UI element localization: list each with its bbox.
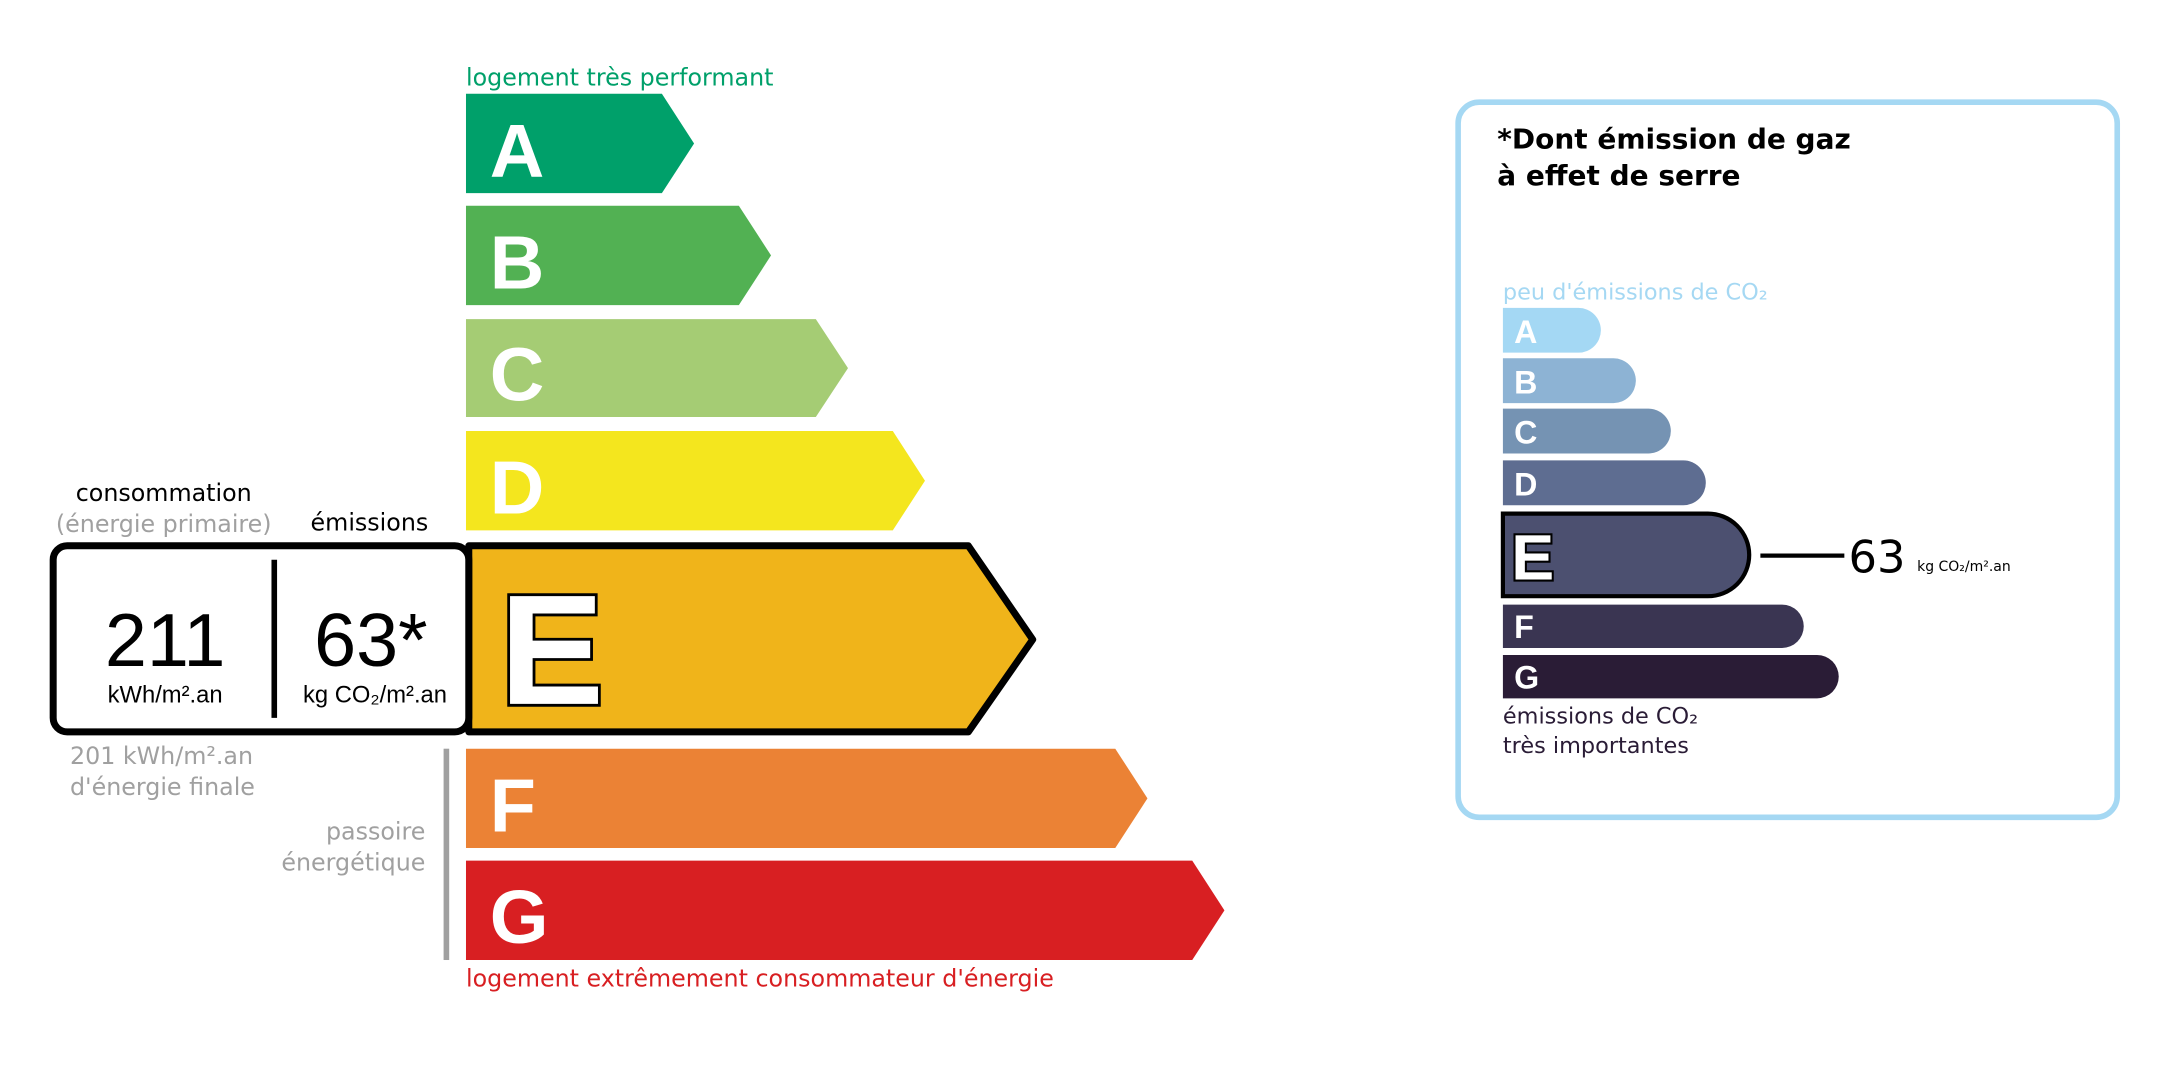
ges-value: 63 [1849,530,1906,583]
emissions-header: émissions [311,508,429,536]
passoire-bracket [443,748,450,961]
energy-bar-shape [465,431,925,531]
ges-bar-g: G [1502,654,1839,699]
energy-bar-d: D [465,431,925,531]
energy-bar-letter: B [490,221,545,305]
ges-bar-b: B [1502,358,1636,404]
final-energy-label: d'énergie finale [70,773,255,801]
ges-unit: kg CO₂/m².an [1917,559,2011,575]
ges-bar-shape [1502,358,1636,404]
ges-bar-shape [1502,654,1839,699]
energy-bar-c: C [465,319,849,418]
energy-bar-b: B [465,205,772,306]
energy-bar-letter: D [490,447,545,531]
energy-bar-letter: A [490,109,545,193]
energy-bar-letter: F [490,764,536,848]
ges-bar-letter: D [1514,466,1537,502]
emissions-value: 63* [314,599,427,683]
ges-bar-letter: B [1514,364,1537,400]
energy-bar-letter: C [490,333,545,417]
ges-bar-shape [1500,511,1752,599]
ges-bar-letter: E [1511,521,1554,593]
consumption-subheader: (énergie primaire) [56,510,272,538]
ges-bar-a: A [1502,307,1601,353]
current-class-letter: E [500,563,605,738]
ges-bar-shape [1502,307,1601,353]
consumption-value: 211 [105,599,225,683]
energy-bar-shape [465,860,1225,961]
values-box [49,542,473,736]
energy-bar-shape [465,748,1148,849]
passoire-label-2: énergétique [281,848,425,876]
ges-bar-shape [1502,460,1706,506]
ges-bar-f: F [1502,604,1804,648]
ges-bottom-label-2: très importantes [1503,733,1689,759]
energy-bar-g: G [465,860,1225,961]
ges-bottom-label-1: émissions de CO₂ [1503,704,1698,730]
energy-bottom-label: logement extrêmement consommateur d'éner… [466,965,1054,993]
ges-bar-d: D [1502,460,1706,506]
ges-bar-letter: C [1514,415,1537,451]
ges-bar-c: C [1502,408,1671,454]
consumption-header: consommation [76,479,252,507]
ges-bar-shape [1502,604,1804,648]
ges-title-2: à effet de serre [1497,159,1740,192]
energy-bar-f: F [465,748,1148,849]
energy-bar-letter: G [490,876,549,960]
energy-bar-shape [465,93,695,194]
energy-top-label: logement très performant [466,63,774,91]
ges-bar-letter: A [1514,314,1537,350]
current-class-frame: 211 kWh/m².an 63* kg CO₂/m².an E [49,542,1037,741]
emissions-unit: kg CO₂/m².an [303,682,447,709]
energy-bar-shape [465,319,849,418]
ges-bar-shape [1502,408,1671,454]
consumption-unit: kWh/m².an [108,682,223,709]
ges-title-1: *Dont émission de gaz [1497,122,1850,155]
energy-bar-shape [465,205,772,306]
ges-bar-letter: G [1514,660,1539,696]
ges-bar-letter: F [1514,609,1534,645]
energy-bar-a: A [465,93,695,194]
ges-top-label: peu d'émissions de CO₂ [1503,280,1768,306]
final-energy-value: 201 kWh/m².an [70,742,253,770]
passoire-label-1: passoire [326,818,425,846]
ges-bar-e: E [1500,511,1752,599]
